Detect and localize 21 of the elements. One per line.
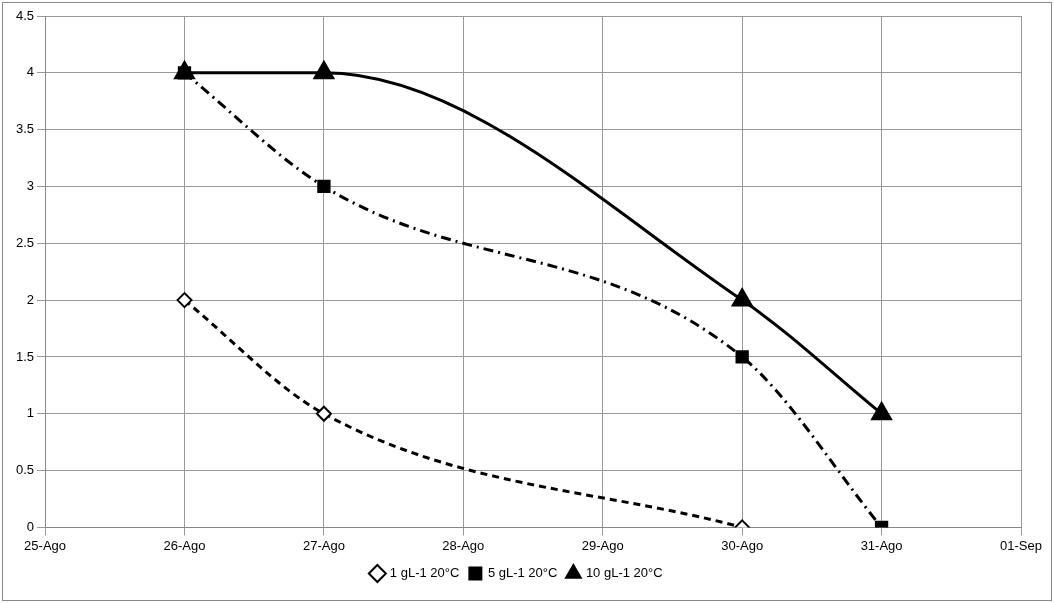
x-tick-label: 31-Ago	[860, 537, 903, 553]
y-tick-label: 1	[26, 405, 35, 421]
y-tick-label: 4	[26, 64, 35, 80]
x-tick-label: 30-Ago	[721, 537, 764, 553]
x-tick-label: 01-Sep	[1000, 537, 1042, 553]
x-tick-label: 25-Ago	[24, 537, 67, 553]
y-tick-label: 4.5	[15, 7, 35, 23]
y-tick-label: 0	[26, 518, 35, 534]
legend-label: 1 gL-1 20°C	[389, 565, 460, 581]
legend-label: 10 gL-1 20°C	[585, 565, 663, 581]
x-tick-label: 26-Ago	[163, 537, 206, 553]
y-tick-label: 3.5	[15, 121, 35, 137]
x-tick-label: 27-Ago	[302, 537, 345, 553]
x-tick-label: 29-Ago	[581, 537, 624, 553]
y-tick-label: 1.5	[15, 348, 35, 364]
x-tick-label: 28-Ago	[442, 537, 485, 553]
y-tick-label: 0.5	[15, 462, 35, 478]
legend-label: 5 gL-1 20°C	[487, 565, 558, 581]
y-tick-label: 3	[26, 178, 35, 194]
y-tick-label: 2	[26, 291, 35, 307]
y-tick-label: 2.5	[15, 234, 35, 250]
